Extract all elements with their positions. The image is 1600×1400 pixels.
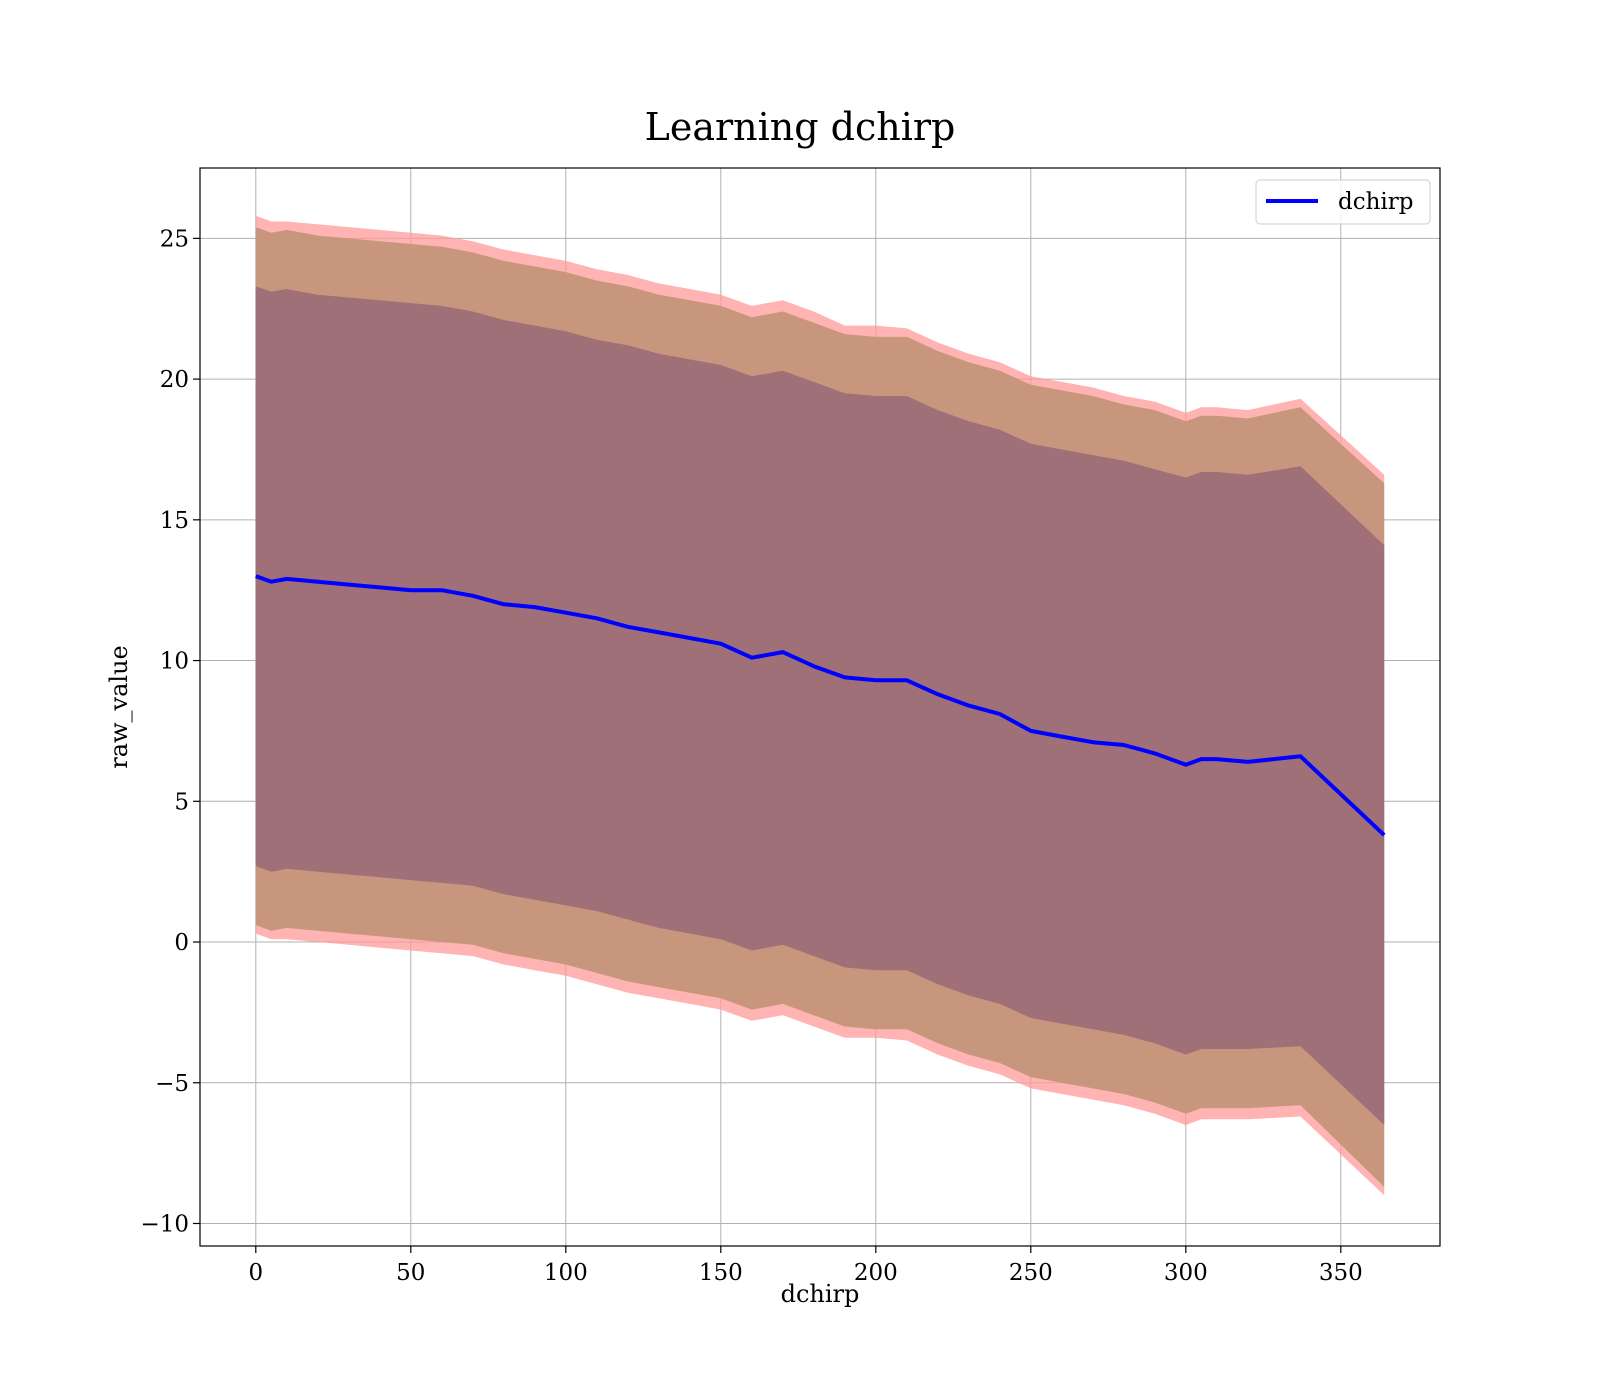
y-tick-label: 25 bbox=[160, 226, 189, 252]
x-tick-label: 0 bbox=[248, 1260, 263, 1286]
y-axis-label: raw_value bbox=[105, 645, 133, 769]
inner-band bbox=[255, 286, 1385, 1125]
y-tick-label: −10 bbox=[140, 1211, 189, 1237]
y-tick-label: 10 bbox=[160, 649, 189, 675]
y-tick-label: 5 bbox=[174, 789, 189, 815]
x-tick-label: 150 bbox=[699, 1260, 743, 1286]
y-tick-label: 15 bbox=[160, 508, 189, 534]
y-axis-ticks: −10 −5 0 5 10 15 20 25 bbox=[140, 226, 200, 1237]
x-tick-label: 100 bbox=[544, 1260, 588, 1286]
y-tick-label: 0 bbox=[174, 930, 189, 956]
series-lines bbox=[255, 574, 1386, 837]
plot-area bbox=[199, 167, 1441, 1247]
x-tick-label: 300 bbox=[1164, 1260, 1208, 1286]
chart-title: Learning dchirp bbox=[645, 105, 956, 149]
confidence-bands bbox=[255, 215, 1385, 1196]
y-tick-label: −5 bbox=[155, 1071, 189, 1097]
x-tick-label: 350 bbox=[1319, 1260, 1363, 1286]
series-line-dchirp bbox=[255, 574, 1386, 837]
x-axis-label: dchirp bbox=[781, 1280, 860, 1308]
x-axis-ticks: 0 50 100 150 200 250 300 350 bbox=[248, 1246, 1363, 1286]
plot-frame bbox=[199, 167, 1441, 1247]
y-tick-label: 20 bbox=[160, 367, 189, 393]
legend-label: dchirp bbox=[1338, 189, 1414, 215]
x-tick-label: 200 bbox=[854, 1260, 898, 1286]
x-tick-label: 50 bbox=[396, 1260, 425, 1286]
legend: dchirp bbox=[1255, 179, 1431, 225]
legend-box bbox=[1255, 179, 1431, 225]
x-tick-label: 250 bbox=[1009, 1260, 1053, 1286]
